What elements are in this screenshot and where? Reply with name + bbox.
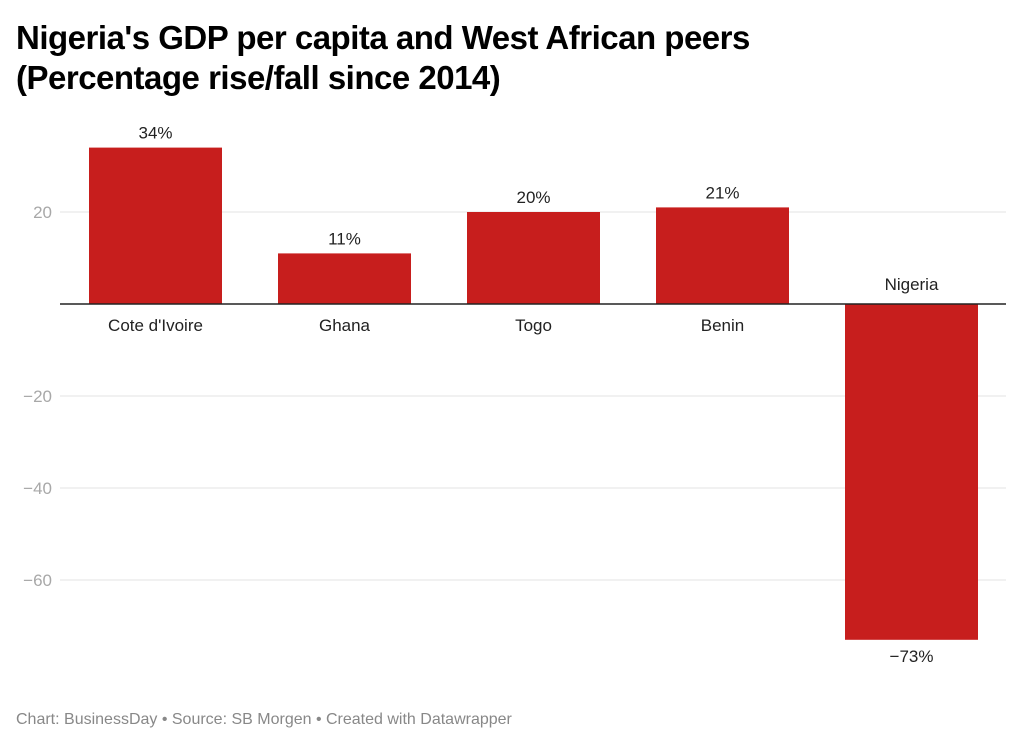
bar — [845, 304, 978, 640]
value-label: 21% — [705, 183, 739, 202]
value-label: 20% — [516, 188, 550, 207]
category-label: Togo — [515, 316, 552, 335]
y-tick-label: −40 — [23, 479, 52, 498]
bar — [467, 212, 600, 304]
labels: 34% Cote d'Ivoire 11% Ghana 20% Togo 21% Benin −… — [60, 124, 1006, 666]
y-tick-label: −20 — [23, 387, 52, 406]
category-label: Cote d'Ivoire — [108, 316, 203, 335]
y-tick-label: 20 — [33, 203, 52, 222]
chart-title: Nigeria's GDP per capita and West Africa… — [16, 18, 1006, 98]
bars — [89, 147, 978, 640]
chart-title-line-2: (Percentage rise/fall since 2014) — [16, 59, 501, 96]
bar — [278, 253, 411, 304]
category-label: Nigeria — [885, 275, 939, 294]
bar — [656, 207, 789, 304]
category-label: Ghana — [319, 316, 371, 335]
value-label: 34% — [138, 124, 172, 143]
value-label: −73% — [890, 647, 934, 666]
y-tick-label: −60 — [23, 571, 52, 590]
category-label: Benin — [701, 316, 744, 335]
chart-footer: Chart: BusinessDay • Source: SB Morgen •… — [16, 711, 512, 728]
value-label: 11% — [328, 229, 361, 248]
chart-title-line-1: Nigeria's GDP per capita and West Africa… — [16, 19, 750, 56]
bar — [89, 147, 222, 304]
